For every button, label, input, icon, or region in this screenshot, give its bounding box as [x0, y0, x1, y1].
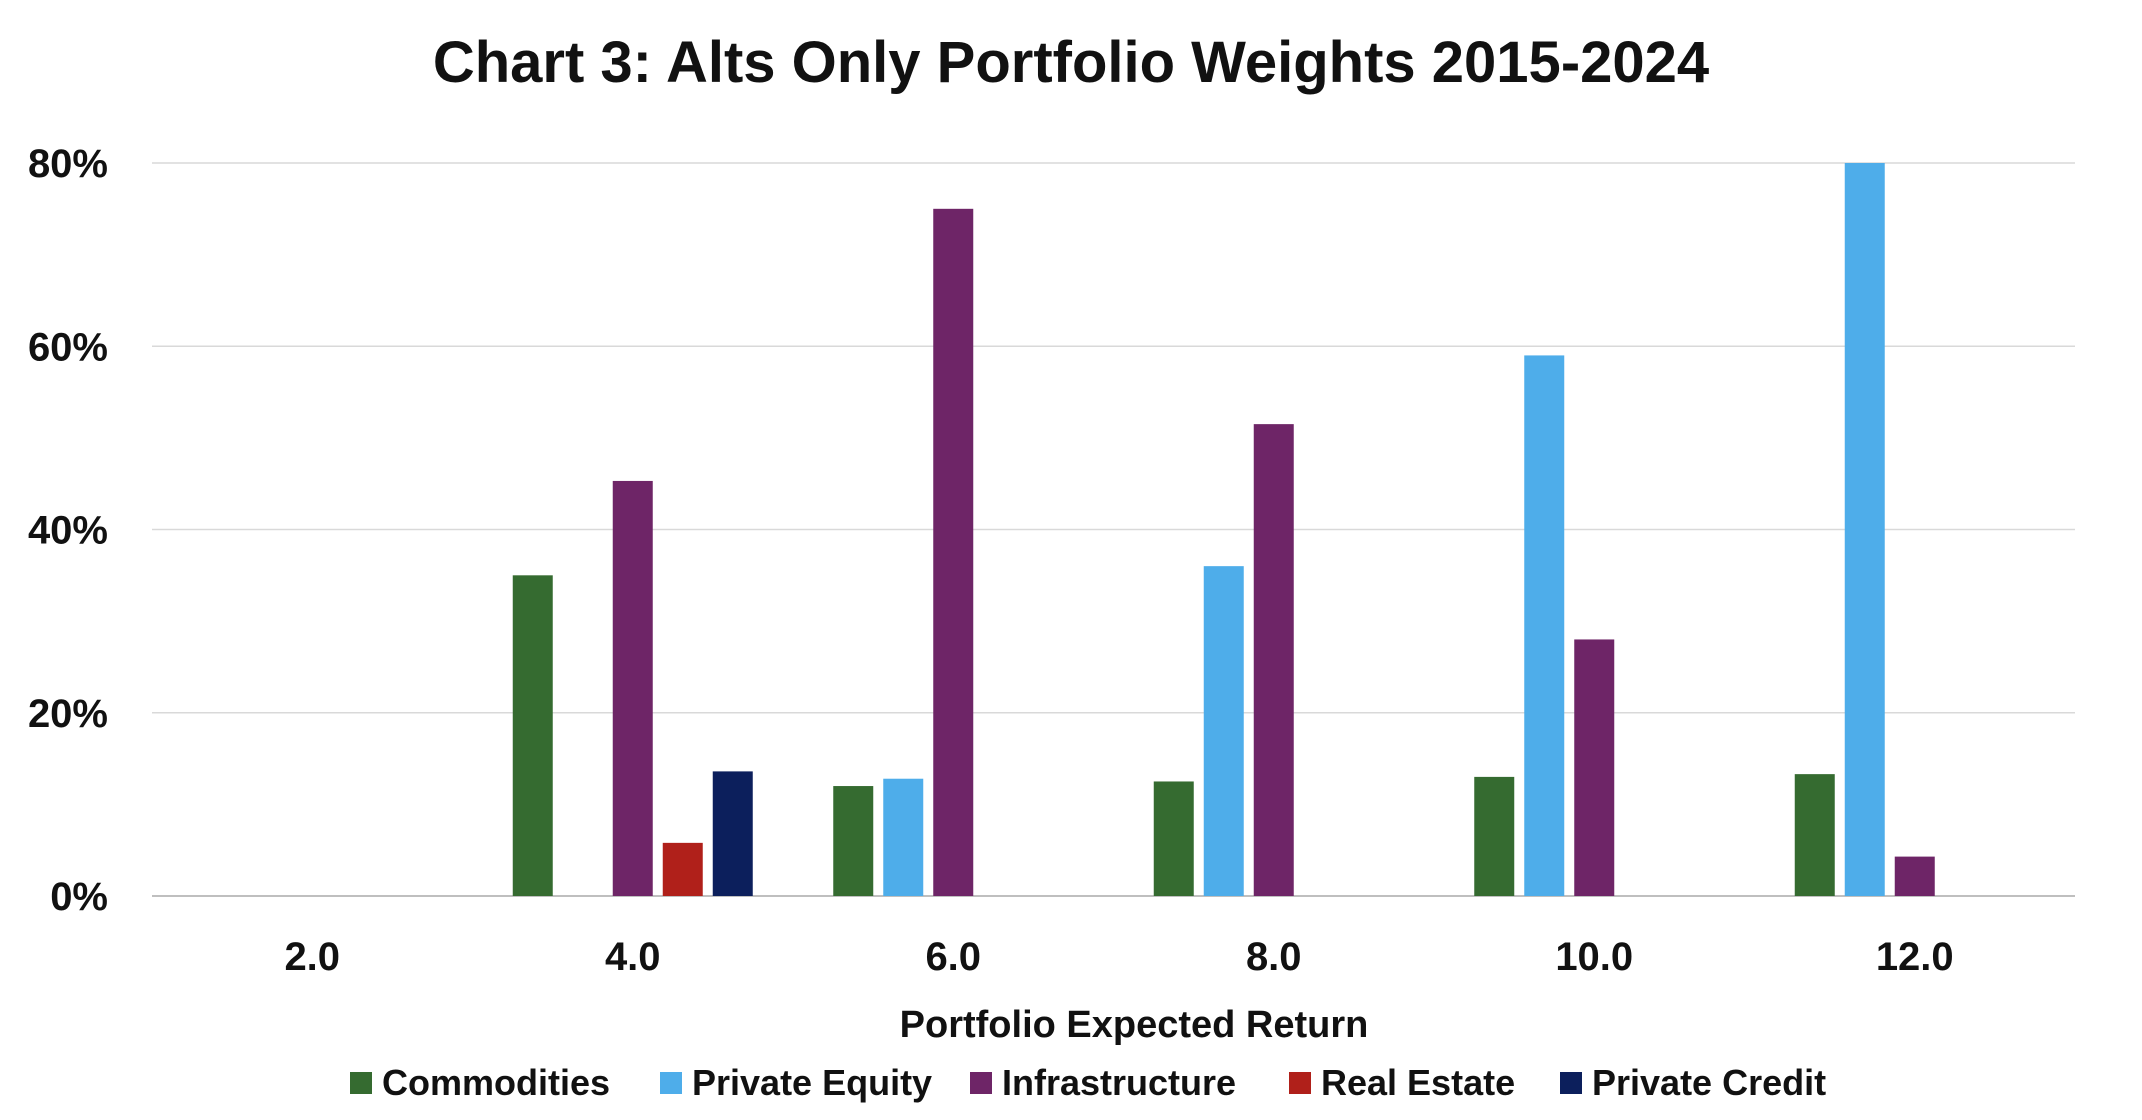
gridlines	[152, 162, 2075, 897]
y-tick-label: 60%	[28, 325, 108, 369]
legend: Commodities Private Equity Infrastructure R…	[350, 1062, 1826, 1103]
legend-label: Real Estate	[1321, 1062, 1515, 1103]
bar	[1574, 639, 1615, 896]
x-tick-label: 2.0	[284, 935, 340, 979]
bar	[1794, 774, 1835, 896]
legend-item: Infrastructure	[970, 1062, 1236, 1103]
bar	[512, 575, 553, 896]
x-axis-title: Portfolio Expected Return	[900, 1004, 1369, 1046]
y-tick-label: 0%	[50, 875, 108, 919]
legend-label: Private Equity	[692, 1062, 932, 1103]
x-axis-ticks: 2.0 4.0 6.0 8.0 10.0 12.0	[284, 935, 1953, 979]
bar	[712, 771, 753, 896]
legend-swatch	[1289, 1072, 1311, 1094]
legend-label: Commodities	[382, 1062, 610, 1103]
bar	[1203, 566, 1244, 896]
x-tick-label: 12.0	[1876, 935, 1954, 979]
legend-swatch	[350, 1072, 372, 1094]
bar	[1153, 781, 1194, 896]
legend-swatch	[660, 1072, 682, 1094]
x-tick-label: 4.0	[605, 935, 661, 979]
legend-swatch	[970, 1072, 992, 1094]
chart-title: Chart 3: Alts Only Portfolio Weights 201…	[433, 30, 1709, 95]
bar	[933, 208, 974, 896]
legend-item: Private Credit	[1560, 1062, 1826, 1103]
legend-item: Real Estate	[1289, 1062, 1515, 1103]
y-axis-ticks: 0% 20% 40% 60% 80%	[28, 142, 108, 919]
legend-item: Private Equity	[660, 1062, 932, 1103]
legend-label: Infrastructure	[1002, 1062, 1236, 1103]
bar	[1844, 163, 1885, 896]
legend-item: Commodities	[350, 1062, 610, 1103]
y-tick-label: 40%	[28, 509, 108, 553]
legend-label: Private Credit	[1592, 1062, 1826, 1103]
y-tick-label: 20%	[28, 692, 108, 736]
bar	[1253, 424, 1294, 896]
x-tick-label: 8.0	[1246, 935, 1302, 979]
bar	[883, 778, 924, 896]
bar	[612, 480, 653, 896]
bars	[512, 163, 1935, 897]
legend-swatch	[1560, 1072, 1582, 1094]
y-tick-label: 80%	[28, 142, 108, 186]
x-tick-label: 10.0	[1555, 935, 1633, 979]
bar	[833, 786, 874, 896]
bar	[1474, 776, 1515, 896]
x-tick-label: 6.0	[925, 935, 981, 979]
bar	[1894, 856, 1935, 896]
bar	[1524, 355, 1565, 897]
bar	[662, 842, 703, 896]
